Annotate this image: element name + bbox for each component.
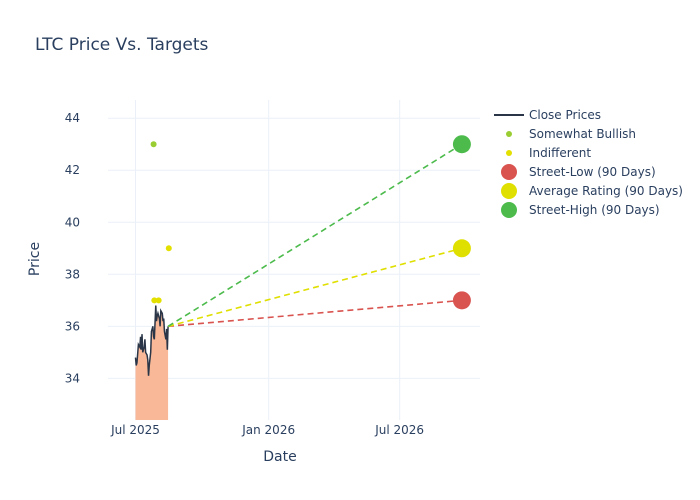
y-axis-ticks: 34 36 38 40 42 44	[65, 111, 80, 385]
y-tick-label: 36	[65, 319, 80, 333]
markers-layer	[150, 135, 471, 310]
chart-title: LTC Price Vs. Targets	[35, 35, 209, 55]
target-line	[167, 247, 463, 328]
rating-point	[150, 141, 157, 148]
target-line	[167, 299, 462, 328]
rating-point	[155, 297, 162, 304]
legend-label: Close Prices	[529, 108, 601, 122]
rating-point	[165, 245, 172, 252]
price-area-layer	[135, 305, 169, 420]
legend-dot-swatch	[506, 150, 512, 156]
legend: Close Prices Somewhat Bullish Indifferent S…	[494, 108, 683, 218]
close-price-area	[135, 305, 169, 420]
y-tick-label: 44	[65, 111, 80, 125]
legend-circle-swatch	[501, 202, 517, 218]
y-axis-title: Price	[27, 242, 43, 276]
legend-circle-swatch	[501, 183, 517, 199]
y-tick-label: 42	[65, 163, 80, 177]
target-point	[452, 239, 471, 258]
x-tick-label: Jul 2025	[110, 423, 160, 437]
x-tick-label: Jan 2026	[241, 423, 295, 437]
x-tick-label: Jul 2026	[374, 423, 424, 437]
y-tick-label: 38	[65, 267, 80, 281]
series-lines-layer	[134, 143, 463, 376]
legend-label: Street-High (90 Days)	[529, 203, 660, 217]
y-tick-label: 40	[65, 215, 80, 229]
legend-label: Street-Low (90 Days)	[529, 165, 656, 179]
legend-label: Average Rating (90 Days)	[529, 184, 683, 198]
legend-dot-swatch	[506, 131, 512, 137]
rating-point	[151, 297, 158, 304]
target-point	[452, 135, 471, 154]
target-point	[452, 291, 471, 310]
x-axis-ticks: Jul 2025 Jan 2026 Jul 2026	[110, 423, 424, 437]
close-price-line	[134, 305, 169, 376]
legend-label: Somewhat Bullish	[529, 127, 636, 141]
legend-circle-swatch	[501, 164, 517, 180]
x-axis-title: Date	[263, 449, 296, 465]
legend-label: Indifferent	[529, 146, 591, 160]
y-tick-label: 34	[65, 371, 80, 385]
target-line	[167, 143, 463, 328]
